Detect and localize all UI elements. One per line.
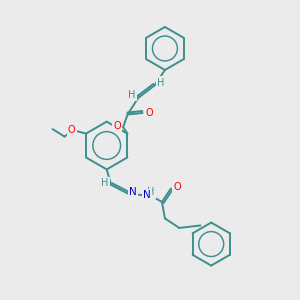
Text: O: O bbox=[173, 182, 181, 192]
Text: H: H bbox=[128, 90, 135, 100]
Text: H: H bbox=[147, 188, 154, 197]
Text: N: N bbox=[143, 190, 151, 200]
Text: O: O bbox=[68, 125, 76, 135]
Text: O: O bbox=[145, 108, 153, 118]
Text: O: O bbox=[113, 121, 121, 130]
Text: N: N bbox=[129, 188, 137, 197]
Text: H: H bbox=[158, 77, 165, 88]
Text: H: H bbox=[101, 178, 108, 188]
